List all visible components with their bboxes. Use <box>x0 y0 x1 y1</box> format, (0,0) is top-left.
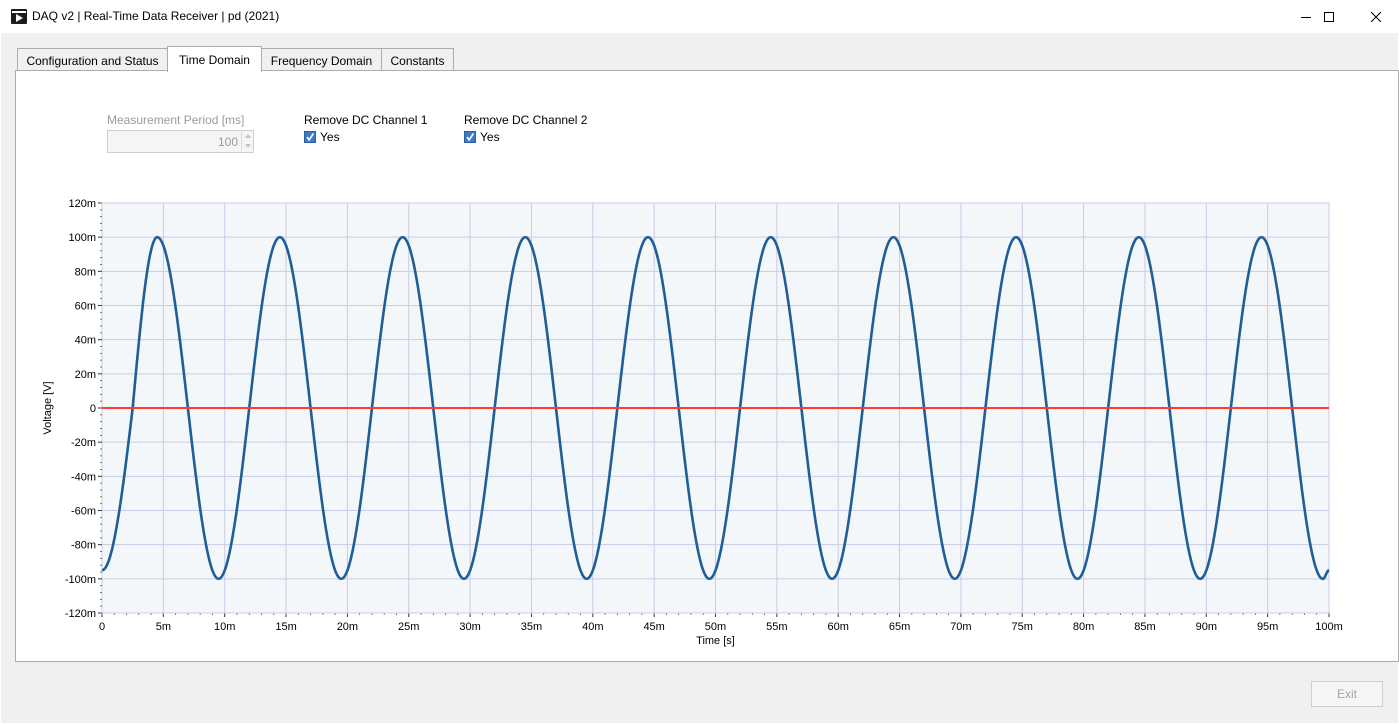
x-tick-label: 60m <box>827 621 848 633</box>
y-tick-label: 20m <box>75 369 96 381</box>
x-tick-label: 100m <box>1315 621 1343 633</box>
window-title: DAQ v2 | Real-Time Data Receiver | pd (2… <box>32 9 280 23</box>
minimize-button[interactable] <box>1283 0 1329 33</box>
x-tick-label: 85m <box>1134 621 1155 633</box>
x-tick-label: 55m <box>766 621 787 633</box>
remove-dc-channel-2-yes-label: Yes <box>480 130 500 144</box>
channel-1-trace <box>101 235 1330 581</box>
measurement-period-value: 100 <box>217 135 238 149</box>
x-tick-label: 90m <box>1196 621 1217 633</box>
x-tick-label: 45m <box>643 621 664 633</box>
tab-constants[interactable]: Constants <box>381 48 454 72</box>
time-domain-panel: Measurement Period [ms] 100 Remove DC Ch… <box>15 70 1399 662</box>
x-tick-label: 30m <box>459 621 480 633</box>
y-tick-label: -80m <box>71 540 96 552</box>
x-tick-label: 5m <box>156 621 171 633</box>
y-tick-label: 120m <box>68 198 96 210</box>
remove-dc-channel-2-checkbox[interactable] <box>464 131 476 143</box>
x-tick-label: 15m <box>275 621 296 633</box>
maximize-icon <box>1324 11 1334 22</box>
remove-dc-channel-2-label: Remove DC Channel 2 <box>464 113 588 127</box>
measurement-period-label: Measurement Period [ms] <box>107 113 245 127</box>
remove-dc-channel-1-checkbox[interactable] <box>304 131 316 143</box>
x-tick-label: 25m <box>398 621 419 633</box>
x-tick-label: 50m <box>705 621 726 633</box>
y-tick-label: 100m <box>68 232 96 244</box>
title-bar: DAQ v2 | Real-Time Data Receiver | pd (2… <box>0 0 1399 33</box>
tab-configuration-and-status[interactable]: Configuration and Status <box>17 48 168 72</box>
x-tick-label: 35m <box>521 621 542 633</box>
x-tick-label: 80m <box>1073 621 1094 633</box>
decrement-arrow-icon[interactable] <box>242 141 253 151</box>
y-tick-label: -100m <box>65 574 96 586</box>
x-tick-label: 95m <box>1257 621 1278 633</box>
checkmark-icon <box>466 133 475 142</box>
window-client-area: Configuration and Status Time Domain Fre… <box>1 33 1399 723</box>
minimize-icon <box>1301 16 1311 18</box>
measurement-period-input[interactable]: 100 <box>107 130 254 153</box>
x-tick-label: 0 <box>99 621 105 633</box>
time-domain-waveform-graph[interactable]: 0 5m 10m 15m 20m 25m 30m 35m 40m 45m 50m 55m 60m 65m 7… <box>16 71 1398 661</box>
y-tick-label: 60m <box>75 301 96 313</box>
remove-dc-channel-1-label: Remove DC Channel 1 <box>304 113 428 127</box>
y-axis-title: Voltage [V] <box>42 381 54 434</box>
tab-time-domain[interactable]: Time Domain <box>167 46 262 72</box>
y-tick-label: 80m <box>75 266 96 278</box>
x-tick-label: 20m <box>337 621 358 633</box>
x-axis-title: Time [s] <box>696 635 735 647</box>
remove-dc-channel-1-yes-label: Yes <box>320 130 340 144</box>
increment-arrow-icon[interactable] <box>242 131 253 141</box>
y-tick-label: 40m <box>75 335 96 347</box>
tab-frequency-domain[interactable]: Frequency Domain <box>261 48 382 72</box>
exit-button[interactable]: Exit <box>1311 681 1383 707</box>
labview-vi-icon <box>11 9 27 24</box>
x-tick-label: 10m <box>214 621 235 633</box>
y-tick-label: -40m <box>71 471 96 483</box>
y-tick-label: -120m <box>65 608 96 620</box>
close-button[interactable] <box>1353 0 1399 33</box>
y-tick-label: -20m <box>71 437 96 449</box>
x-tick-label: 65m <box>889 621 910 633</box>
y-tick-label: -60m <box>71 506 96 518</box>
x-tick-label: 75m <box>1012 621 1033 633</box>
x-tick-label: 40m <box>582 621 603 633</box>
x-tick-label: 70m <box>950 621 971 633</box>
checkmark-icon <box>306 133 315 142</box>
measurement-period-spinner[interactable] <box>241 131 253 152</box>
maximize-button[interactable] <box>1306 0 1352 33</box>
y-tick-label: 0 <box>90 403 96 415</box>
close-icon <box>1371 11 1381 22</box>
